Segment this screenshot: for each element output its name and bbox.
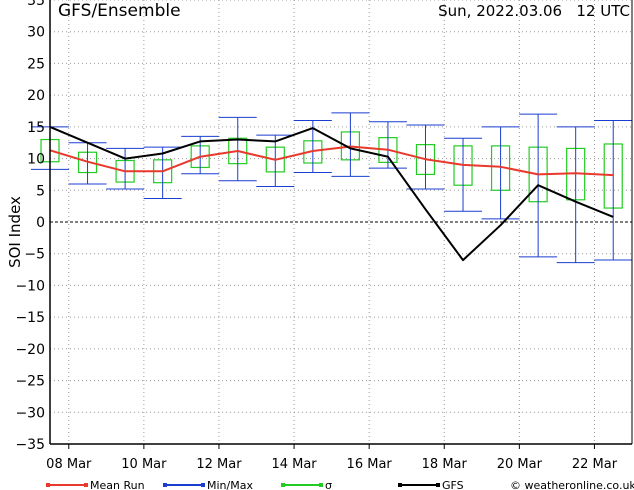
- legend-marker: [281, 483, 285, 487]
- x-tick-label: 16 Mar: [347, 457, 393, 472]
- sigma-boxes: [40, 131, 623, 209]
- x-tick-label: 18 Mar: [422, 457, 468, 472]
- x-tick-label: 12 Mar: [196, 457, 242, 472]
- legend-label: Min/Max: [207, 479, 253, 490]
- x-tick-labels: 08 Mar 10 Mar 12 Mar 14 Mar 16 Mar 18 Mar 20 M…: [46, 457, 618, 472]
- axes: [49, 0, 633, 449]
- x-tick-label: 20 Mar: [497, 457, 543, 472]
- y-tick-label: 20: [27, 88, 45, 104]
- legend-marker: [398, 483, 402, 487]
- legend: Mean Run Min/Max σ GFS: [46, 479, 464, 490]
- y-tick-label: 35: [27, 0, 45, 9]
- legend-marker: [84, 483, 88, 487]
- legend-marker: [46, 483, 50, 487]
- legend-marker: [436, 483, 440, 487]
- x-tick-label: 08 Mar: [46, 457, 92, 472]
- y-tick-label: 30: [27, 25, 45, 41]
- y-tick-label: −15: [15, 310, 45, 326]
- y-tick-label: −30: [15, 405, 45, 421]
- x-tick-label: 22 Mar: [572, 457, 618, 472]
- y-tick-label: −10: [15, 278, 45, 294]
- legend-label: GFS: [442, 479, 464, 490]
- gfs-line: [49, 125, 614, 262]
- chart-title: GFS/Ensemble: [58, 1, 181, 21]
- y-tick-label: 0: [36, 215, 45, 231]
- y-tick-labels: −35 −30 −25 −20 −15 −10 −5 0 5 10 15 20 25 30 35: [15, 0, 45, 453]
- x-tick-label: 10 Mar: [121, 457, 167, 472]
- y-tick-label: −5: [24, 247, 45, 263]
- y-tick-label: 5: [36, 183, 45, 199]
- series-lines: [49, 125, 614, 262]
- legend-marker: [201, 483, 205, 487]
- y-tick-label: −35: [15, 437, 45, 453]
- x-tick-label: 14 Mar: [271, 457, 317, 472]
- legend-marker: [163, 483, 167, 487]
- y-tick-label: −25: [15, 374, 45, 390]
- legend-label: Mean Run: [90, 479, 145, 490]
- run-label: Sun, 2022.03.06 12 UTC: [438, 2, 630, 20]
- copyright: © weatheronline.co.uk: [510, 479, 634, 490]
- y-tick-label: −20: [15, 342, 45, 358]
- y-tick-label: 25: [27, 56, 45, 72]
- grid-lines: [50, 0, 632, 445]
- mean-run-line: [49, 145, 614, 177]
- min-max-bars: [31, 112, 633, 264]
- y-tick-label: 10: [27, 152, 45, 168]
- legend-label: σ: [325, 479, 332, 490]
- legend-marker: [319, 483, 323, 487]
- y-axis-label: SOI Index: [6, 196, 24, 268]
- y-tick-label: 15: [27, 120, 45, 136]
